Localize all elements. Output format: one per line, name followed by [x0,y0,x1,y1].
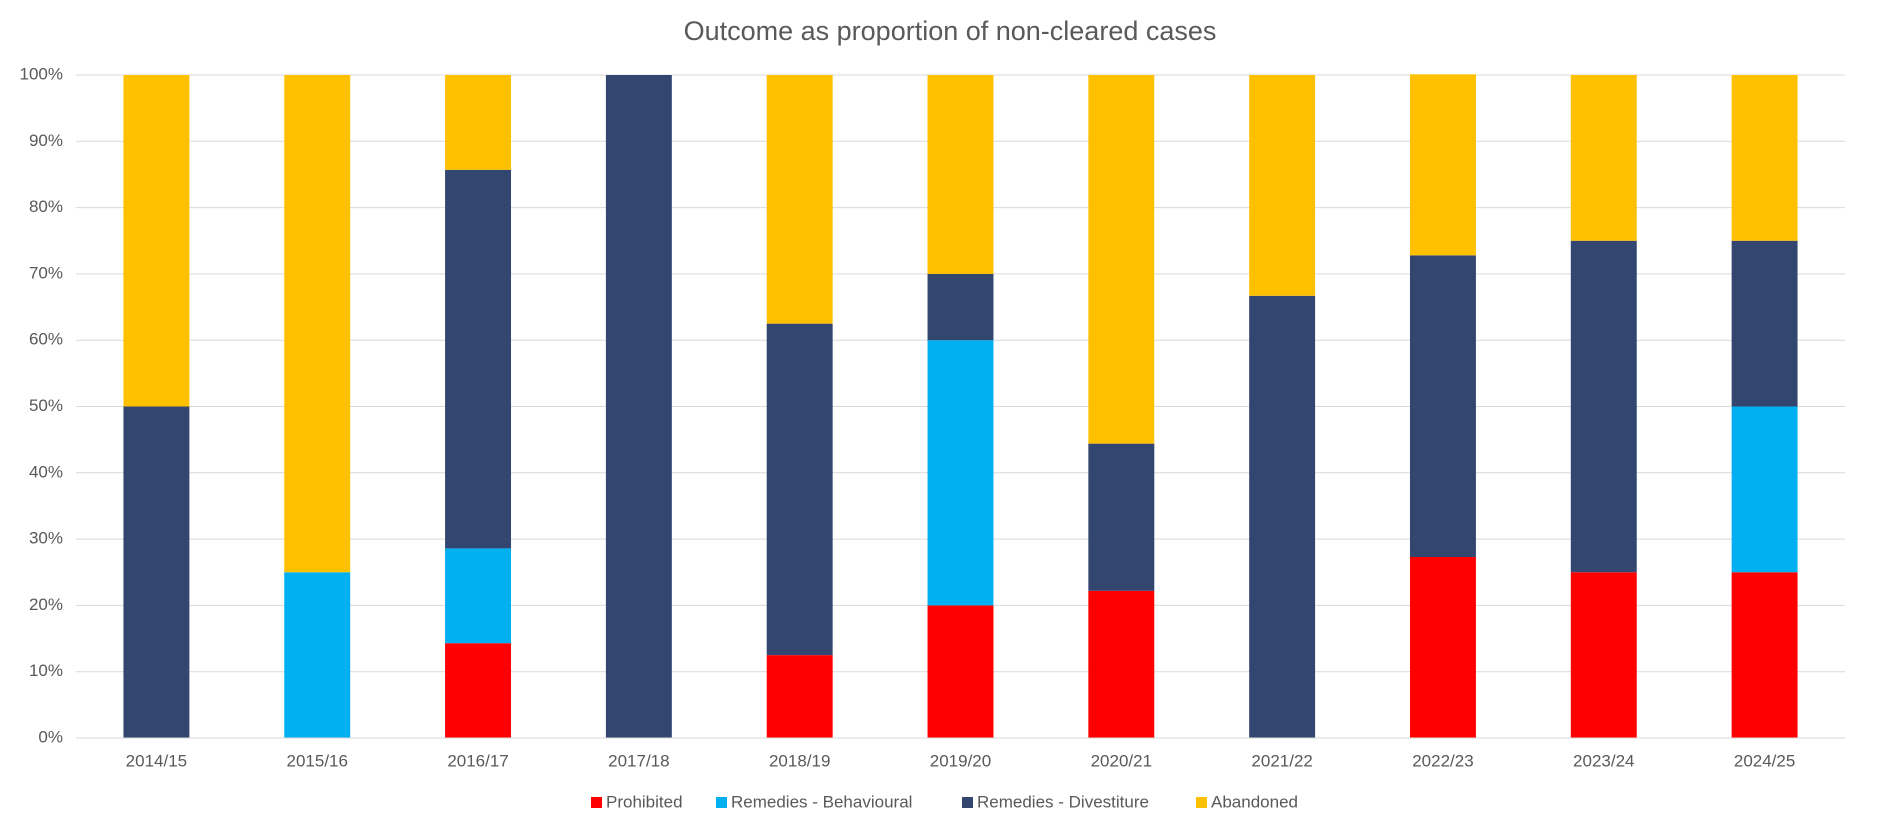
x-tick-label: 2020/21 [1091,751,1152,770]
bar-segment [766,75,833,324]
bar-segment [1731,406,1798,573]
bar-segment [1570,75,1637,241]
x-tick-label: 2017/18 [608,751,669,770]
y-tick-label: 100% [20,64,63,83]
legend-label: Remedies - Behavioural [731,792,912,811]
bar-segment [445,169,512,549]
bar-segment [1249,75,1316,296]
x-tick-label: 2015/16 [287,751,348,770]
bar-segment [284,572,351,738]
legend-label: Prohibited [606,792,683,811]
y-tick-label: 20% [29,595,63,614]
bar-segment [445,643,512,738]
bar-segment [445,75,512,170]
bar-segment [1088,443,1155,591]
bar-segment [1570,572,1637,738]
bar-segment [927,605,994,738]
bar-segment [766,655,833,738]
bar-segment [1409,255,1476,558]
bar-segment [123,75,190,407]
chart-title: Outcome as proportion of non-cleared cas… [684,16,1217,46]
x-tick-label: 2023/24 [1573,751,1634,770]
bar-segment [1570,240,1637,573]
bar-segment [284,75,351,573]
bar-segment [927,340,994,606]
bar-segment [1731,75,1798,241]
y-tick-label: 40% [29,462,63,481]
legend-marker [716,797,727,808]
legend-label: Abandoned [1211,792,1298,811]
y-tick-label: 0% [38,727,63,746]
bar-segment [1409,557,1476,738]
bar-segment [1249,295,1316,738]
bar-segment [1731,240,1798,407]
x-tick-label: 2024/25 [1734,751,1795,770]
legend-marker [962,797,973,808]
bar-segment [123,406,190,738]
y-tick-label: 70% [29,263,63,282]
bar-segment [1731,572,1798,738]
y-tick-label: 50% [29,396,63,415]
x-tick-label: 2014/15 [126,751,187,770]
legend-marker [1196,797,1207,808]
y-tick-label: 60% [29,330,63,349]
x-tick-label: 2021/22 [1251,751,1312,770]
x-tick-label: 2022/23 [1412,751,1473,770]
bar-segment [766,323,833,656]
y-tick-label: 30% [29,529,63,548]
x-tick-label: 2016/17 [447,751,508,770]
y-tick-label: 80% [29,197,63,216]
y-tick-label: 90% [29,131,63,150]
bar-segment [1088,590,1155,738]
bar-segment [927,273,994,341]
x-tick-label: 2019/20 [930,751,991,770]
bar-segment [605,75,672,738]
bar-segment [1409,74,1476,256]
bar-segment [927,75,994,274]
y-tick-label: 10% [29,661,63,680]
x-tick-label: 2018/19 [769,751,830,770]
bar-segment [445,548,512,644]
bar-segment [1088,75,1155,444]
legend-label: Remedies - Divestiture [977,792,1149,811]
legend-marker [591,797,602,808]
